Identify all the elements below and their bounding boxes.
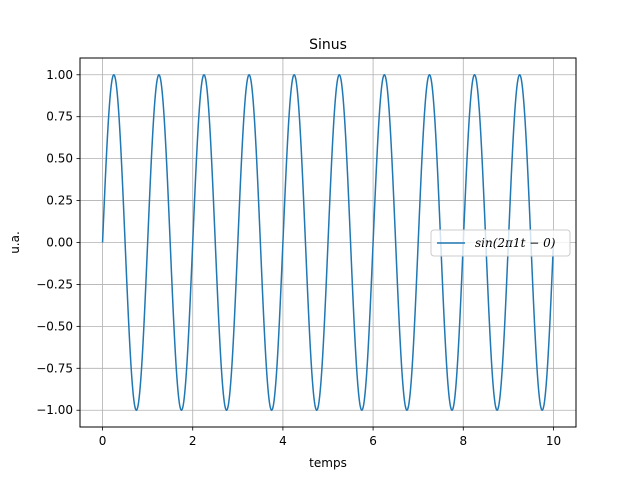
x-tick-label: 0 bbox=[99, 434, 107, 448]
x-tick-label: 2 bbox=[189, 434, 197, 448]
y-axis-label: u.a. bbox=[8, 231, 22, 254]
y-tick-label: 0.00 bbox=[46, 236, 73, 250]
y-tick-label: −1.00 bbox=[36, 403, 73, 417]
y-tick-label: 0.25 bbox=[46, 194, 73, 208]
chart-title: Sinus bbox=[309, 37, 347, 53]
x-tick-label: 6 bbox=[369, 434, 377, 448]
x-tick-label: 4 bbox=[279, 434, 287, 448]
y-tick-label: 0.50 bbox=[46, 152, 73, 166]
y-tick-label: −0.50 bbox=[36, 319, 73, 333]
x-tick-label: 8 bbox=[459, 434, 467, 448]
legend-label: sin(2π1t − 0) bbox=[475, 236, 556, 250]
y-tick-label: 0.75 bbox=[46, 110, 73, 124]
y-tick-label: −0.75 bbox=[36, 361, 73, 375]
axis-ticks: 0 2 4 6 8 10 −1.00 −0.75 −0.50 −0.25 0.00 0.25 0.50 0… bbox=[36, 68, 561, 448]
y-tick-label: 1.00 bbox=[46, 68, 73, 82]
legend-box bbox=[430, 229, 571, 257]
x-axis-label: temps bbox=[309, 456, 347, 470]
legend: sin(2π1t − 0) bbox=[430, 229, 571, 257]
x-tick-label: 10 bbox=[546, 434, 561, 448]
y-tick-label: −0.25 bbox=[36, 277, 73, 291]
series-line-sin bbox=[101, 73, 555, 412]
